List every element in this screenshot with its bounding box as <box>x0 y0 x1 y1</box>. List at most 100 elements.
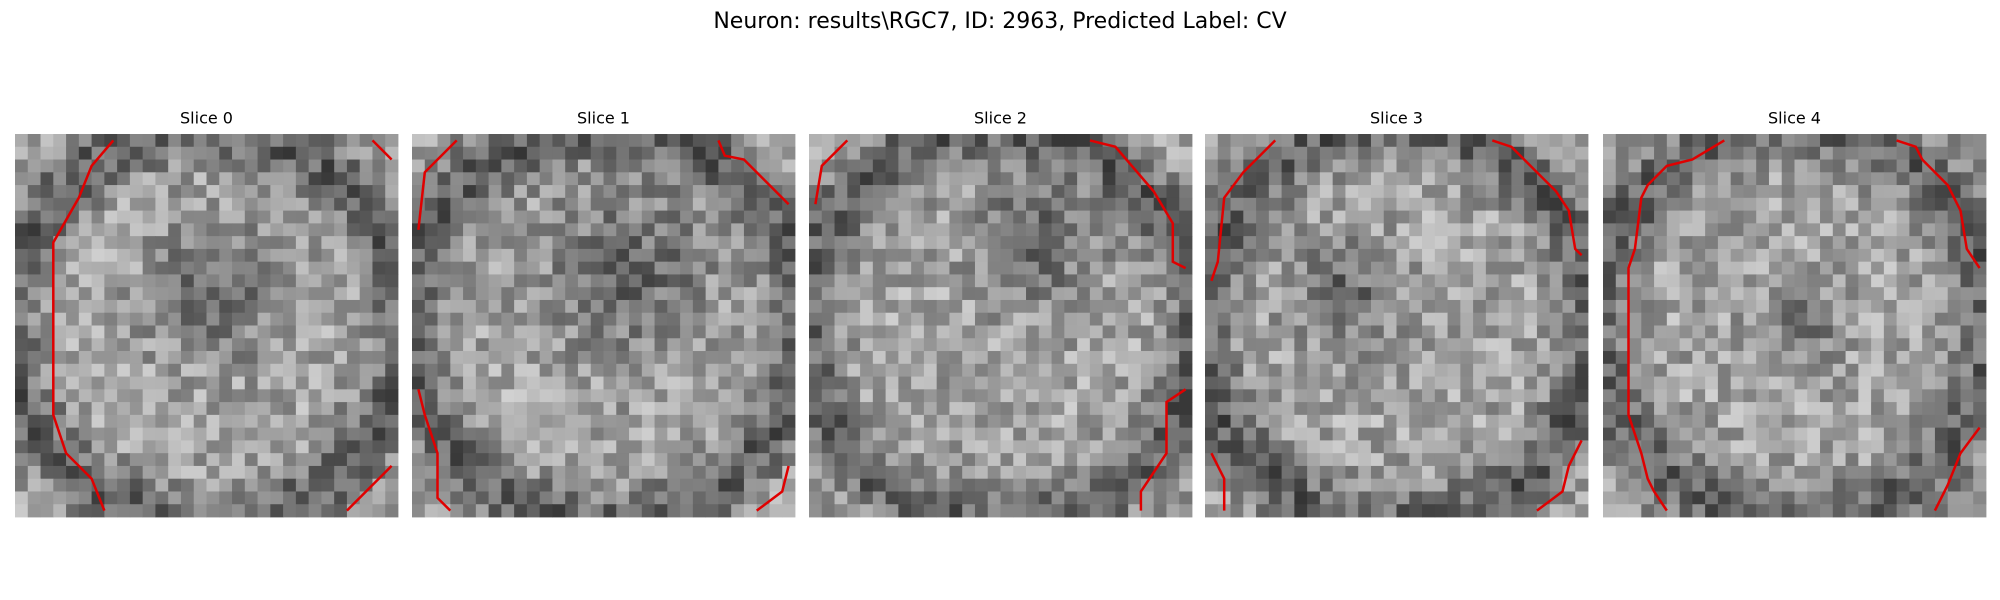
pixel <box>1319 236 1334 250</box>
pixel <box>1717 185 1732 199</box>
pixel <box>731 261 745 275</box>
pixel <box>1102 376 1116 390</box>
pixel <box>1358 197 1372 211</box>
pixel <box>809 248 823 263</box>
pixel <box>1370 376 1385 390</box>
pixel <box>1743 376 1757 390</box>
pixel <box>168 210 182 224</box>
pixel <box>142 491 156 505</box>
pixel <box>552 351 566 365</box>
pixel <box>1794 478 1808 492</box>
pixel <box>1858 491 1872 505</box>
pixel <box>1307 325 1321 339</box>
pixel <box>463 376 477 390</box>
pixel <box>1396 376 1410 390</box>
pixel <box>718 440 732 454</box>
pixel <box>1922 465 1936 480</box>
pixel <box>385 351 399 365</box>
pixel <box>1730 338 1744 352</box>
pixel <box>1896 210 1910 224</box>
pixel <box>1230 363 1244 377</box>
pixel <box>872 427 886 441</box>
pixel <box>1319 287 1334 301</box>
pixel <box>629 478 643 492</box>
pixel <box>987 134 1001 148</box>
pixel <box>539 504 553 518</box>
pixel <box>1102 440 1116 454</box>
pixel <box>936 172 950 186</box>
pixel <box>731 465 745 480</box>
pixel <box>1077 325 1091 339</box>
pixel <box>180 402 195 416</box>
pixel <box>283 389 297 403</box>
pixel <box>1858 338 1872 352</box>
pixel <box>1102 287 1116 301</box>
pixel <box>1832 197 1846 211</box>
pixel <box>1230 376 1244 390</box>
pixel <box>1422 261 1436 275</box>
pixel <box>180 351 195 365</box>
pixel <box>1871 478 1885 492</box>
pixel <box>1422 325 1436 339</box>
pixel <box>283 274 297 288</box>
pixel <box>1705 210 1719 224</box>
pixel <box>168 478 182 492</box>
pixel <box>27 312 41 326</box>
pixel <box>295 363 310 377</box>
pixel <box>475 223 489 237</box>
pixel <box>1256 465 1270 480</box>
pixel <box>15 299 29 314</box>
pixel <box>809 402 823 416</box>
pixel <box>437 363 451 377</box>
pixel <box>1858 210 1872 224</box>
pixel <box>1051 236 1065 250</box>
pixel <box>1358 312 1372 326</box>
pixel <box>872 389 886 403</box>
pixel <box>1922 389 1936 403</box>
pixel <box>1871 427 1885 441</box>
pixel <box>1794 134 1808 148</box>
pixel <box>847 414 861 429</box>
pixel <box>206 376 220 390</box>
pixel <box>437 389 451 403</box>
pixel <box>1922 351 1936 365</box>
pixel <box>308 427 322 441</box>
pixel <box>641 363 655 377</box>
pixel <box>180 261 195 275</box>
pixel <box>1628 325 1642 339</box>
pixel <box>1562 351 1576 365</box>
pixel <box>552 312 566 326</box>
pixel <box>1243 172 1257 186</box>
pixel <box>514 172 528 186</box>
pixel <box>769 197 783 211</box>
pixel <box>155 172 169 186</box>
pixel <box>1641 274 1655 288</box>
pixel <box>1166 325 1180 339</box>
pixel <box>1666 465 1680 480</box>
pixel <box>885 261 899 275</box>
pixel <box>15 478 29 492</box>
pixel <box>1909 376 1923 390</box>
pixel <box>667 299 681 314</box>
pixel <box>1319 261 1334 275</box>
pixel <box>1692 274 1706 288</box>
pixel <box>847 325 861 339</box>
pixel <box>168 325 182 339</box>
pixel <box>1615 376 1629 390</box>
pixel <box>1230 427 1244 441</box>
pixel <box>1549 146 1563 160</box>
pixel <box>1281 159 1295 173</box>
pixel <box>1768 338 1783 352</box>
pixel <box>155 402 169 416</box>
pixel <box>1705 197 1719 211</box>
pixel <box>1858 440 1872 454</box>
pixel <box>1422 146 1436 160</box>
pixel <box>1370 261 1385 275</box>
pixel <box>821 325 835 339</box>
pixel <box>1051 146 1065 160</box>
pixel <box>27 223 41 237</box>
pixel <box>1820 504 1834 518</box>
pixel <box>1307 389 1321 403</box>
pixel <box>334 325 348 339</box>
pixel <box>936 223 950 237</box>
